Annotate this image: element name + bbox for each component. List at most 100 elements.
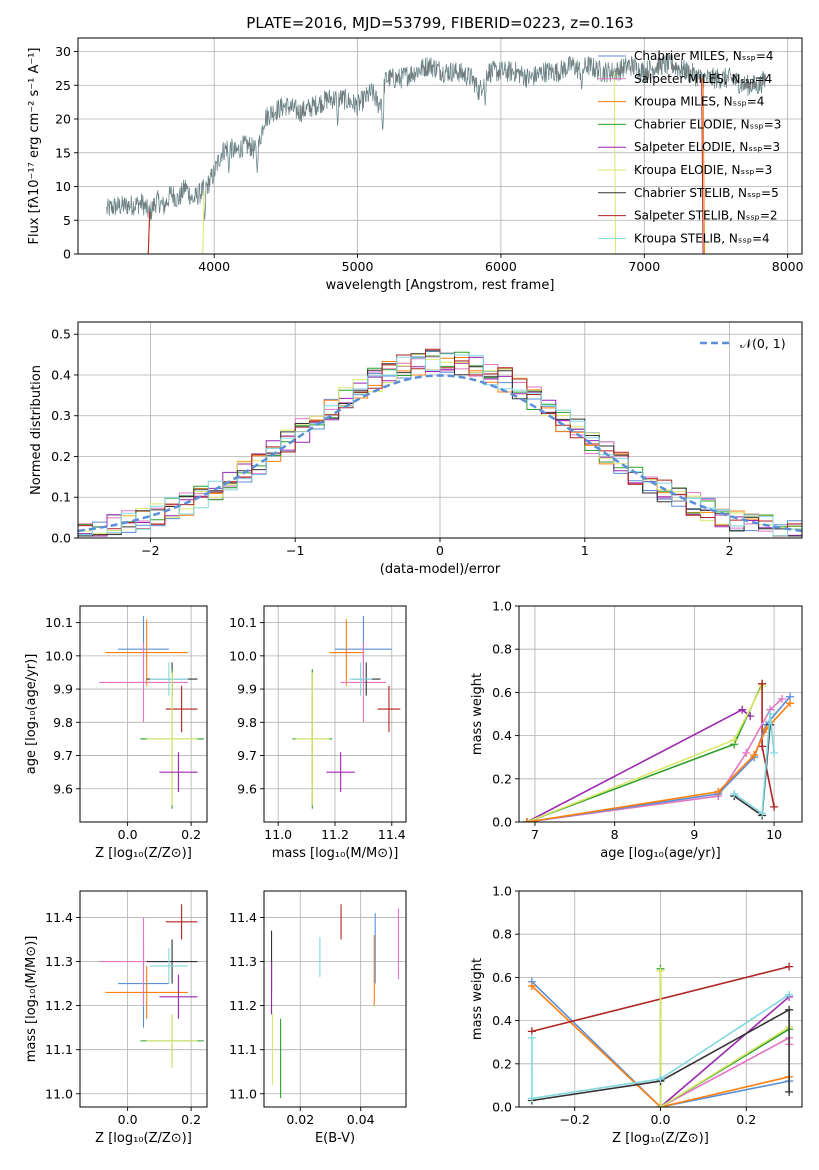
data-point — [738, 705, 747, 714]
y-tick-label: 0.2 — [492, 1056, 512, 1071]
model-cutoff-line — [202, 71, 617, 254]
model-cutoff-line — [147, 78, 706, 254]
x-axis-label: E(B-V) — [315, 1131, 355, 1146]
y-tick-label: 0.4 — [492, 728, 512, 743]
data-point — [527, 1094, 536, 1103]
y-tick-label: 9.8 — [53, 715, 73, 730]
series-line — [526, 685, 763, 822]
y-tick-label: 15 — [55, 145, 71, 160]
series-line — [660, 1036, 790, 1107]
plot-area — [527, 962, 794, 1107]
y-tick-label: 11.1 — [45, 1042, 73, 1057]
legend-entry: 𝒩(0, 1) — [740, 336, 786, 351]
y-tick-label: 11.0 — [229, 1086, 257, 1101]
x-tick-label: 9 — [690, 827, 698, 842]
series-line — [659, 970, 790, 1107]
legend-entry: Kroupa MILES, Nₛₛₚ=4 — [634, 95, 764, 109]
y-tick-label: 0.8 — [492, 642, 512, 657]
y-tick-label: 0.5 — [51, 327, 71, 342]
data-point — [656, 1103, 665, 1107]
x-tick-label: 4000 — [198, 259, 230, 274]
data-point — [750, 751, 759, 760]
series-line — [531, 985, 790, 1107]
x-tick-label: −1 — [286, 543, 304, 558]
y-tick-label: 9.7 — [237, 748, 257, 763]
data-point — [785, 990, 794, 999]
data-point — [730, 789, 739, 798]
axes-frame — [518, 605, 803, 823]
legend: Chabrier MILES, Nₛₛₚ=4 Salpeter MILES, Nₛ… — [598, 49, 781, 245]
y-tick-label: 0.6 — [492, 970, 512, 985]
plot-mass-vs-ebv: 0.02 0.04 11.0 11.1 11.2 11.3 11.4 E(B-V) — [229, 890, 407, 1146]
y-tick-label: 0.1 — [51, 490, 71, 505]
data-point — [656, 966, 665, 975]
y-tick-label: 11.2 — [45, 998, 73, 1013]
data-point — [778, 694, 787, 703]
histogram-kroupa_stelib — [78, 353, 802, 537]
normal-curve — [78, 374, 802, 533]
plot-area — [522, 679, 795, 822]
data-point — [770, 748, 779, 757]
x-tick-label: 0.0 — [118, 827, 138, 842]
data-point — [730, 735, 739, 744]
y-axis-label: Flux [fλ10⁻¹⁷ erg cm⁻² s⁻¹ A⁻¹] — [27, 48, 42, 245]
y-tick-label: 10.0 — [229, 648, 257, 663]
x-tick-label: 11.2 — [321, 827, 349, 842]
plot-area — [106, 53, 767, 254]
series-line — [659, 996, 790, 1107]
y-tick-label: 0.3 — [51, 408, 71, 423]
y-tick-label: 30 — [55, 44, 71, 59]
data-point — [786, 699, 795, 708]
x-axis-label: mass [log₁₀(M/M⊙)] — [272, 846, 399, 861]
legend-entry: Salpeter STELIB, Nₛₛₚ=2 — [634, 209, 778, 223]
x-tick-label: 1 — [581, 543, 589, 558]
axes-frame — [79, 890, 208, 1108]
data-point — [785, 962, 794, 971]
y-tick-label: 11.3 — [229, 954, 257, 969]
data-point — [758, 809, 767, 818]
axes-frame — [263, 605, 407, 823]
model-cutoff-line — [147, 78, 704, 254]
gridlines — [264, 891, 406, 1107]
y-tick-label: 20 — [55, 112, 71, 127]
y-tick-label: 11.0 — [45, 1086, 73, 1101]
data-point — [766, 710, 775, 718]
y-tick-label: 0 — [63, 247, 71, 262]
axes-frame — [77, 321, 803, 539]
x-axis-label: wavelength [Angstrom, rest frame] — [326, 278, 555, 293]
axes-frame — [79, 605, 208, 823]
data-point — [527, 982, 536, 991]
x-axis-label: (data-model)/error — [380, 562, 501, 577]
y-tick-label: 1.0 — [492, 599, 512, 614]
y-tick-label: 11.4 — [45, 910, 73, 925]
x-tick-label: 0 — [436, 543, 444, 558]
y-tick-label: 11.4 — [229, 910, 257, 925]
y-tick-label: 1.0 — [492, 884, 512, 899]
x-tick-label: 6000 — [485, 259, 517, 274]
y-tick-label: 9.7 — [53, 748, 73, 763]
y-tick-label: 10.1 — [45, 615, 73, 630]
x-tick-label: 0.04 — [347, 1112, 375, 1127]
x-tick-label: 0.0 — [651, 1112, 671, 1127]
series-line — [659, 968, 790, 1107]
data-point — [522, 818, 531, 822]
legend-entry: Kroupa ELODIE, Nₛₛₚ=3 — [634, 163, 772, 177]
y-tick-label: 0.0 — [51, 531, 71, 546]
y-tick-label: 9.6 — [237, 781, 257, 796]
plot-spectrum: 4000 5000 6000 7000 8000 0 5 10 15 20 25 30 waveleng… — [27, 14, 804, 293]
axes-frame — [77, 37, 803, 255]
y-tick-label: 0.4 — [51, 367, 71, 382]
x-tick-label: 5000 — [342, 259, 374, 274]
data-point — [770, 802, 779, 811]
x-tick-label: −2 — [141, 543, 159, 558]
axes-frame — [518, 890, 803, 1108]
y-axis-label: Normed distribution — [29, 365, 44, 495]
series-line — [531, 981, 790, 1107]
data-point — [742, 748, 751, 757]
y-tick-label: 11.3 — [45, 954, 73, 969]
y-tick-label: 11.1 — [229, 1042, 257, 1057]
x-tick-label: −0.2 — [560, 1112, 590, 1127]
plot-massweight-vs-z: −0.2 0.0 0.2 0.0 0.2 0.4 0.6 0.8 1.0 Z [log₁₀(Z/Z… — [470, 884, 803, 1146]
y-tick-label: 0.8 — [492, 927, 512, 942]
plot-area — [292, 615, 401, 809]
